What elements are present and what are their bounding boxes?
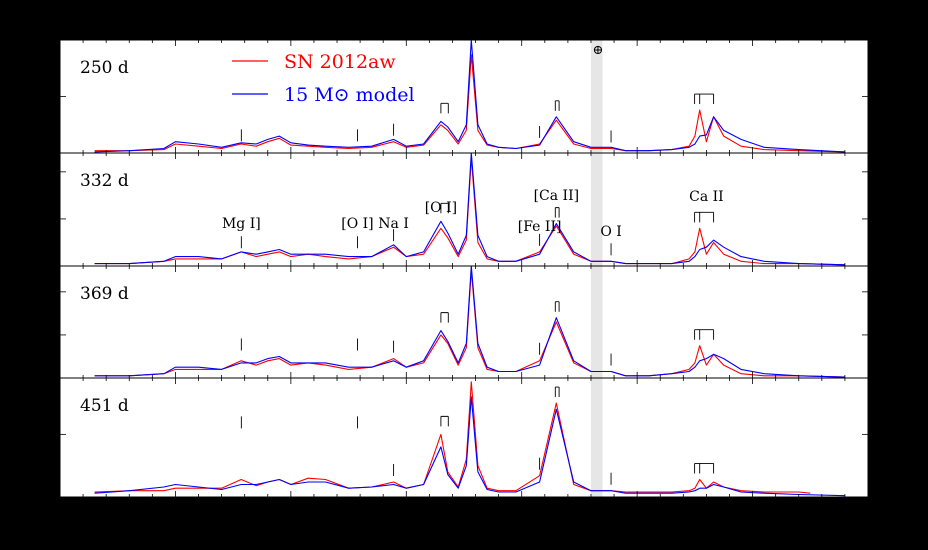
oi-doublet-bracket-panel-3 [440,312,449,323]
caii-doublet-bracket-panel-2 [554,207,560,218]
x-tick-label: 9000 [731,498,774,518]
line-id-label: Mg I] [222,216,261,232]
oi-doublet-bracket-panel-4 [440,415,449,427]
caii-triplet-bracket-panel-1 [694,93,715,105]
y-tick-label-panel-2: 2 [45,210,56,230]
y-tick-label-panel-4: 0.5 [29,425,56,445]
line-id-label: Ca II [689,189,724,205]
line-marker-layer [240,93,715,485]
caii-doublet-bracket-panel-3 [554,301,560,312]
telluric-symbol: ⊕ [593,43,604,58]
labels-layer: 0 5 10 250 d 0 2 4 332 d 0 1 2 369 d 0 0.5 451 d 3000 40… [29,37,895,518]
x-tick-label: 3000 [38,498,81,518]
epoch-label-panel-3: 369 d [80,284,129,304]
epoch-label-panel-2: 332 d [80,171,129,191]
x-tick-label: 5000 [269,498,312,518]
y-tick-label-panel-1: 10 [34,37,56,57]
series-line-model-panel-4 [94,396,845,497]
x-axis-label: λ (Å) [439,518,488,543]
line-id-label: [Ca II] [534,188,580,204]
y-tick-label-panel-1: 0 [45,144,56,164]
caii-doublet-bracket-panel-1 [554,100,560,111]
plot-background [60,40,868,497]
panel-frame-4 [59,377,869,498]
caii-triplet-bracket-panel-4 [694,463,715,474]
x-tick-label: 6000 [385,498,428,518]
y-tick-label-panel-1: 5 [45,88,56,108]
axis-ticks-layer [59,39,869,498]
telluric-band-layer [590,40,603,497]
y-tick-label-panel-2: 4 [45,163,56,183]
line-id-label: [O I] [425,200,457,216]
legend-label-sn2012aw: SN 2012aw [284,51,396,73]
y-tick-label-panel-3: 2 [45,283,56,303]
epoch-label-panel-4: 451 d [80,396,129,416]
x-tick-label: 8000 [616,498,659,518]
x-tick-label: 4000 [154,498,197,518]
line-id-label: Na I [378,216,409,232]
legend-label-model: 15 M⊙ model [284,84,415,106]
line-id-label: O I [600,224,621,240]
y-tick-label-panel-3: 1 [45,326,56,346]
series-line-sn2012aw-panel-4 [94,381,811,494]
epoch-label-panel-1: 250 d [80,58,129,78]
caii-triplet-bracket-panel-3 [694,329,715,340]
y-tick-label-panel-3: 0 [45,369,56,389]
telluric-band [590,40,603,497]
series-line-sn2012aw-panel-1 [94,54,845,153]
oi-doublet-bracket-panel-2 [440,202,449,214]
line-id-label: [O I] [341,216,373,232]
x-tick-label: 10000 [841,498,895,518]
caii-doublet-bracket-panel-4 [554,386,560,398]
caii-triplet-bracket-panel-2 [694,211,715,223]
oi-doublet-bracket-panel-1 [440,102,449,114]
x-tick-label: 7000 [500,498,543,518]
legend: SN 2012aw 15 M⊙ model [232,51,415,106]
y-axis-label: Fλ (10⁻¹⁵ erg s⁻¹ cm⁻² Å⁻¹) [16,139,38,396]
line-id-label: [Fe II] [518,219,562,235]
y-tick-label-panel-4: 0 [45,488,56,508]
y-tick-label-panel-2: 0 [45,257,56,277]
